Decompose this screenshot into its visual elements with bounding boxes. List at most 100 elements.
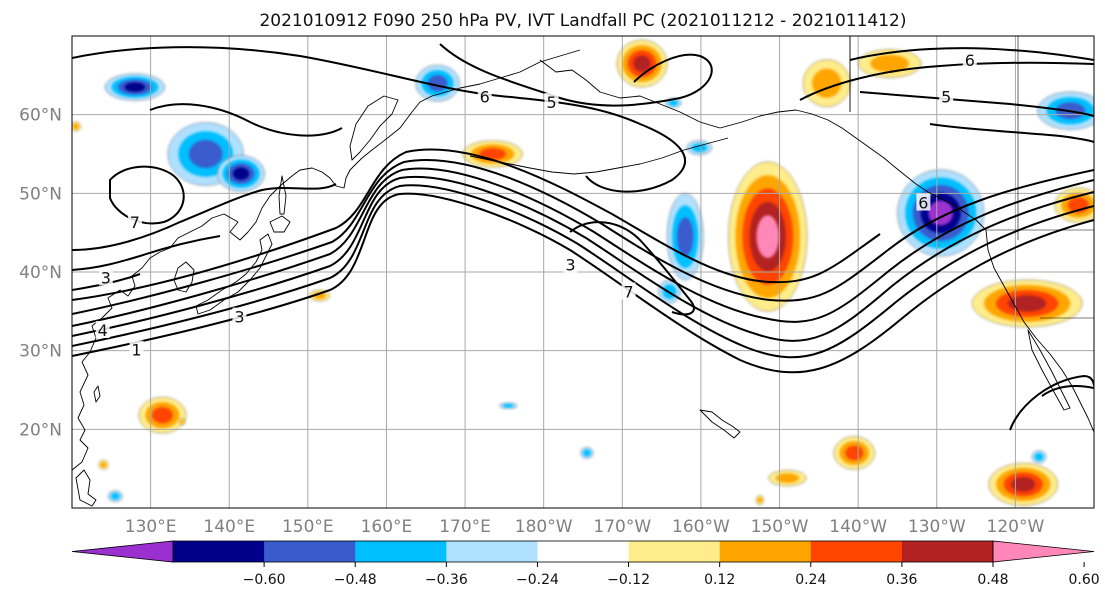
pc-shading-layer bbox=[72, 39, 1094, 506]
coastline-aleutians bbox=[469, 137, 729, 175]
pc-anomaly-region bbox=[1031, 450, 1047, 464]
colorbar-swatch bbox=[628, 541, 721, 562]
contour-label-backing bbox=[232, 307, 247, 325]
colorbar-extend-low bbox=[71, 540, 174, 563]
contour-label-backing bbox=[962, 51, 977, 69]
pc-anomaly-region bbox=[107, 490, 123, 502]
colorbar-outline bbox=[172, 540, 994, 563]
coastline-philippines bbox=[75, 469, 97, 507]
contour-label-backing bbox=[127, 213, 142, 231]
pc-anomaly-region bbox=[415, 64, 460, 102]
pc-shading-level bbox=[151, 407, 173, 424]
colorbar-swatch bbox=[810, 541, 903, 562]
pv-contour-13 bbox=[439, 43, 713, 107]
pv-contour-1 bbox=[72, 192, 1094, 374]
pc-shading-level bbox=[188, 140, 223, 168]
lat-tick-label: 20°N bbox=[19, 420, 62, 440]
pv-contour-label: 3 bbox=[101, 268, 111, 287]
colorbar-tick-label: 0.24 bbox=[795, 572, 826, 588]
pv-contour-3 bbox=[72, 175, 1094, 342]
pv-contour-8 bbox=[72, 183, 337, 251]
colorbar-swatch bbox=[901, 541, 994, 562]
pv-contour-16 bbox=[849, 47, 1094, 61]
pv-contour-20 bbox=[1041, 385, 1094, 397]
pc-anomaly-region bbox=[666, 193, 704, 281]
colorbar-swatch bbox=[537, 541, 630, 562]
pv-contour-18 bbox=[929, 123, 1094, 143]
pc-anomaly-region bbox=[104, 73, 166, 101]
pc-anomaly-region bbox=[499, 402, 518, 410]
pc-anomaly-region bbox=[988, 462, 1059, 506]
contour-label-backing bbox=[129, 340, 144, 358]
coastline-east-asia bbox=[72, 49, 581, 471]
pc-shading-level bbox=[668, 99, 679, 106]
pc-shading-level bbox=[756, 215, 779, 258]
pc-shading-level bbox=[775, 473, 800, 483]
lat-tick-label: 40°N bbox=[19, 263, 62, 283]
pv-contour-label: 3 bbox=[565, 256, 575, 275]
colorbar-tick-label: −0.12 bbox=[607, 572, 650, 588]
pc-shading-level bbox=[583, 449, 591, 457]
pv-contour-label: 7 bbox=[130, 213, 140, 232]
lat-tick-label: 60°N bbox=[19, 106, 62, 126]
contour-label-backing bbox=[544, 92, 559, 110]
colorbar-tick-label: −0.60 bbox=[243, 572, 286, 588]
pv-contour-5 bbox=[72, 159, 1094, 315]
pv-contour-label: 5 bbox=[941, 87, 951, 106]
lon-tick-label: 130°W bbox=[908, 517, 966, 537]
pc-anomaly-region bbox=[138, 396, 187, 434]
pc-shading-level bbox=[1008, 295, 1047, 312]
graticule bbox=[72, 36, 1094, 508]
colorbar-swatch bbox=[355, 541, 447, 562]
pc-shading-level bbox=[232, 167, 250, 180]
pv-contour-4 bbox=[72, 167, 1094, 327]
pv-contour-label: 6 bbox=[480, 87, 490, 106]
pv-contour-15 bbox=[799, 61, 1094, 101]
pc-anomaly-region bbox=[728, 161, 808, 312]
lon-tick-label: 180°W bbox=[515, 517, 573, 537]
pc-anomaly-region bbox=[897, 169, 985, 257]
lon-tick-label: 150°W bbox=[751, 517, 809, 537]
lon-tick-label: 170°E bbox=[439, 517, 491, 537]
pv-contour-6 bbox=[72, 148, 881, 301]
coastline-korea bbox=[173, 261, 195, 293]
contour-label-backing bbox=[95, 321, 110, 338]
pc-anomaly-region bbox=[98, 459, 109, 470]
coastline-us-west bbox=[985, 229, 1094, 433]
pv-contours bbox=[72, 43, 1094, 431]
pc-shading-level bbox=[502, 403, 514, 408]
colorbar-swatch bbox=[173, 541, 265, 562]
pc-shading-level bbox=[1011, 477, 1036, 492]
lon-tick-label: 150°E bbox=[282, 517, 334, 537]
pc-shading-level bbox=[677, 217, 694, 256]
colorbar-tick-label: −0.24 bbox=[516, 572, 559, 588]
colorbar-extend-high bbox=[992, 540, 1095, 563]
pc-anomaly-region bbox=[768, 469, 807, 487]
pc-anomaly-region bbox=[462, 140, 523, 168]
figure-title: 2021010912 F090 250 hPa PV, IVT Landfall… bbox=[259, 11, 906, 31]
pc-anomaly-region bbox=[217, 155, 265, 193]
pv-contour-9 bbox=[72, 235, 221, 271]
lon-tick-label: 140°W bbox=[829, 517, 887, 537]
colorbar-tick-label: 0.60 bbox=[1069, 572, 1100, 588]
contour-label-backing bbox=[563, 255, 578, 273]
pc-shading-level bbox=[180, 419, 184, 424]
colorbar-tick-label: 0.36 bbox=[886, 572, 917, 588]
pc-anomaly-region bbox=[833, 436, 875, 470]
pc-anomaly-region bbox=[616, 39, 668, 88]
pc-anomaly-region bbox=[686, 140, 713, 156]
colorbar-tick-label: −0.48 bbox=[334, 572, 377, 588]
pv-contour-14 bbox=[569, 221, 695, 316]
colorbar-swatch bbox=[264, 541, 356, 562]
pv-contour-label: 5 bbox=[546, 93, 556, 112]
pc-anomaly-region bbox=[580, 447, 594, 459]
coastline-sakhalin bbox=[278, 175, 287, 215]
pc-anomaly-region bbox=[755, 495, 765, 506]
pc-shading-level bbox=[124, 82, 146, 92]
pv-contour-11 bbox=[149, 103, 343, 137]
coastline-hawaii bbox=[699, 409, 741, 439]
latitude-labels: 20°N 30°N 40°N 50°N 60°N bbox=[19, 106, 62, 441]
coastline-baja bbox=[1027, 329, 1071, 411]
